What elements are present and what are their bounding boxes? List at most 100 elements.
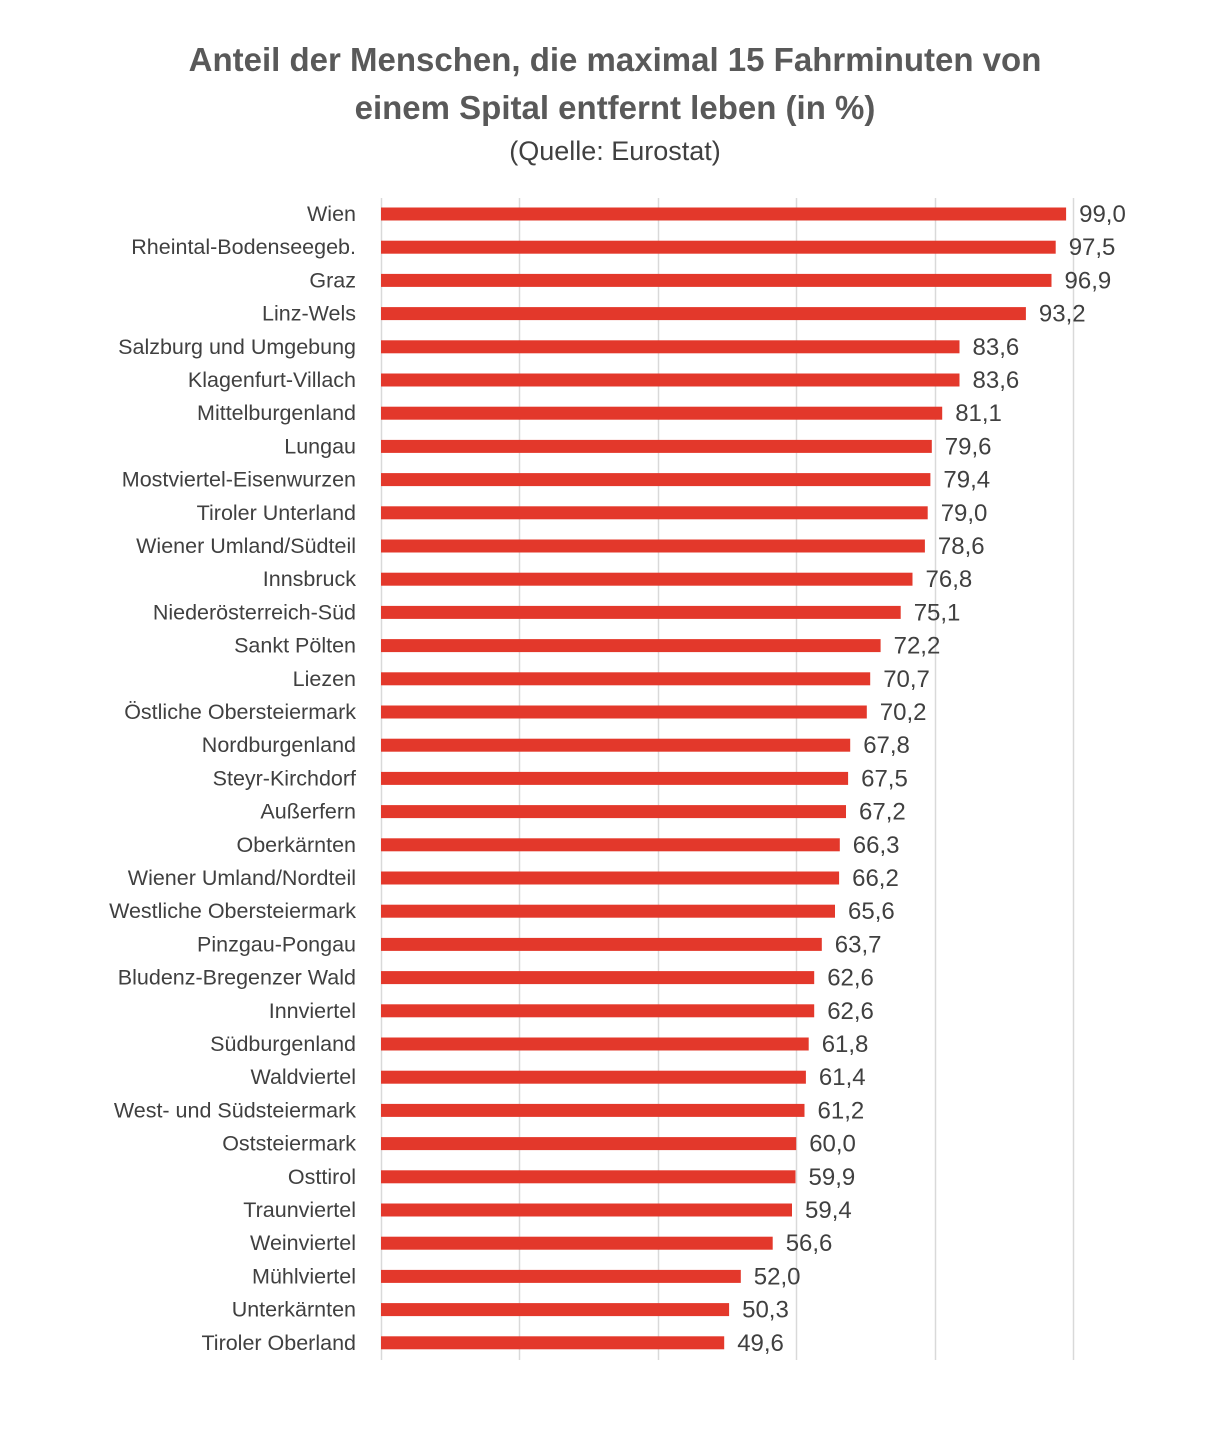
bar — [381, 605, 901, 619]
value-label: 70,7 — [883, 666, 930, 693]
category-label: Unterkärnten — [232, 1298, 356, 1322]
category-label: Wien — [307, 202, 356, 226]
category-label: Pinzgau-Pongau — [197, 932, 356, 956]
bar — [381, 871, 840, 885]
category-label: Tiroler Unterland — [197, 501, 356, 525]
category-label: Bludenz-Bregenzer Wald — [118, 966, 356, 990]
value-label: 75,1 — [914, 599, 961, 626]
bar — [381, 240, 1056, 254]
value-label: 78,6 — [938, 533, 985, 560]
value-label: 66,2 — [852, 865, 899, 892]
bar — [381, 904, 835, 918]
bar — [381, 439, 932, 453]
category-label: Mühlviertel — [252, 1264, 356, 1288]
value-label: 62,6 — [827, 965, 874, 992]
value-label: 79,4 — [943, 467, 990, 494]
bar — [381, 805, 846, 819]
bar — [381, 572, 913, 586]
category-label: Oststeiermark — [222, 1132, 356, 1156]
bar — [381, 506, 928, 520]
bar — [381, 1103, 805, 1117]
category-label: Klagenfurt-Villach — [188, 368, 356, 392]
category-label: Steyr-Kirchdorf — [213, 766, 356, 790]
category-label: Mittelburgenland — [197, 401, 356, 425]
category-label: Linz-Wels — [262, 302, 356, 326]
category-label: Sankt Pölten — [234, 634, 356, 658]
value-label: 70,2 — [880, 699, 927, 726]
bar — [381, 273, 1052, 287]
bar — [381, 705, 867, 719]
value-label: 62,6 — [827, 998, 874, 1025]
category-label: Niederösterreich-Süd — [153, 600, 356, 624]
category-label: Salzburg und Umgebung — [118, 335, 356, 359]
value-label: 52,0 — [754, 1263, 801, 1290]
bar — [381, 971, 815, 985]
bar — [381, 937, 822, 951]
value-label: 67,2 — [859, 799, 906, 826]
category-label: West- und Südsteiermark — [114, 1098, 356, 1122]
bar — [381, 1004, 815, 1018]
bar — [381, 1170, 796, 1184]
value-label: 83,6 — [973, 334, 1020, 361]
category-label: Innsbruck — [263, 567, 356, 591]
category-label: Rheintal-Bodenseegeb. — [131, 235, 356, 259]
value-label: 49,6 — [737, 1330, 784, 1357]
bar — [381, 1303, 730, 1317]
bar — [381, 1236, 773, 1250]
value-label: 65,6 — [848, 898, 895, 925]
value-label: 61,4 — [819, 1064, 866, 1091]
bar — [381, 838, 840, 852]
category-label: Südburgenland — [210, 1032, 356, 1056]
chart-header: Anteil der Menschen, die maximal 15 Fahr… — [0, 36, 1230, 168]
value-label: 59,4 — [805, 1197, 852, 1224]
value-label: 60,0 — [809, 1131, 856, 1158]
value-label: 93,2 — [1039, 301, 1086, 328]
value-label: 83,6 — [973, 367, 1020, 394]
value-label: 67,8 — [863, 732, 910, 759]
bar — [381, 207, 1067, 221]
bar — [381, 340, 960, 354]
category-label: Lungau — [284, 434, 356, 458]
category-label: Weinviertel — [250, 1231, 356, 1255]
category-label: Westliche Obersteiermark — [109, 899, 356, 923]
category-labels: Wien Rheintal-Bodenseegeb. Graz Linz-Wels Sa… — [109, 202, 356, 1355]
value-label: 50,3 — [742, 1297, 789, 1324]
bar — [381, 539, 925, 553]
chart-title: Anteil der Menschen, die maximal 15 Fahr… — [188, 41, 1042, 126]
bar — [381, 307, 1026, 321]
value-label: 79,0 — [941, 500, 988, 527]
bar — [381, 1269, 741, 1283]
value-label: 99,0 — [1079, 201, 1126, 228]
value-label: 56,6 — [786, 1230, 833, 1257]
category-label: Graz — [309, 268, 356, 292]
category-label: Traunviertel — [243, 1198, 356, 1222]
value-label: 81,1 — [955, 400, 1002, 427]
bar — [381, 406, 943, 420]
value-label: 79,6 — [945, 433, 992, 460]
value-label: 63,7 — [835, 931, 882, 958]
value-label: 61,8 — [822, 1031, 869, 1058]
value-label: 61,2 — [818, 1097, 865, 1124]
value-label: 66,3 — [853, 832, 900, 859]
category-label: Waldviertel — [250, 1065, 356, 1089]
value-label: 76,8 — [926, 566, 973, 593]
bar — [381, 373, 960, 387]
bar — [381, 738, 851, 752]
bar — [381, 1203, 792, 1217]
bar — [381, 771, 849, 785]
value-label: 59,9 — [809, 1164, 856, 1191]
value-label: 67,5 — [861, 765, 908, 792]
category-label: Tiroler Oberland — [201, 1331, 356, 1355]
category-label: Wiener Umland/Südteil — [136, 534, 356, 558]
value-label: 72,2 — [894, 633, 941, 660]
category-label: Nordburgenland — [202, 733, 356, 757]
bar — [381, 1037, 809, 1051]
value-label: 96,9 — [1065, 267, 1112, 294]
category-label: Osttirol — [288, 1165, 356, 1189]
bar — [381, 473, 931, 487]
bar — [381, 1137, 797, 1151]
bar — [381, 1336, 725, 1350]
category-label: Außerfern — [260, 800, 356, 824]
category-label: Oberkärnten — [236, 833, 356, 857]
